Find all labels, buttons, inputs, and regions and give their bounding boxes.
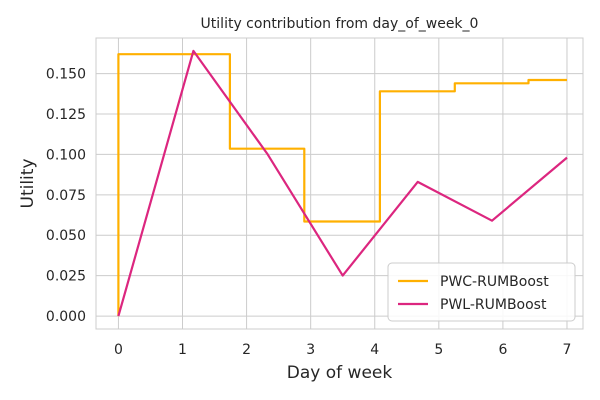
y-tick-label: 0.050 (46, 228, 86, 244)
chart-title: Utility contribution from day_of_week_0 (201, 16, 479, 32)
x-tick-label: 4 (370, 342, 379, 358)
y-tick-label: 0.000 (46, 309, 86, 325)
legend-label: PWL-RUMBoost (440, 297, 547, 313)
legend: PWC-RUMBoost PWL-RUMBoost (387, 262, 576, 322)
x-tick-label: 1 (178, 342, 187, 358)
x-axis-label: Day of week (287, 363, 393, 383)
x-tick-label: 6 (498, 342, 507, 358)
y-tick-label: 0.075 (46, 188, 86, 204)
y-tick-label: 0.025 (46, 269, 86, 285)
series-lines (117, 49, 568, 317)
x-tick-label: 5 (434, 342, 443, 358)
series-line-pwl (117, 49, 568, 317)
x-tick-label: 7 (563, 342, 572, 358)
x-tick-label: 2 (242, 342, 251, 358)
y-tick-label: 0.125 (46, 107, 86, 123)
x-tick-labels: 0 1 2 3 4 5 6 7 (114, 342, 571, 358)
y-tick-label: 0.150 (46, 67, 86, 83)
x-tick-label: 3 (306, 342, 315, 358)
legend-label: PWC-RUMBoost (440, 274, 549, 290)
legend-box (387, 262, 576, 322)
y-tick-label: 0.100 (46, 147, 86, 163)
series-line-pwc (117, 53, 567, 317)
x-tick-label: 0 (114, 342, 123, 358)
y-axis-label: Utility (18, 158, 38, 208)
y-tick-labels: 0.000 0.025 0.050 0.075 0.100 0.125 0.150 (46, 67, 86, 326)
